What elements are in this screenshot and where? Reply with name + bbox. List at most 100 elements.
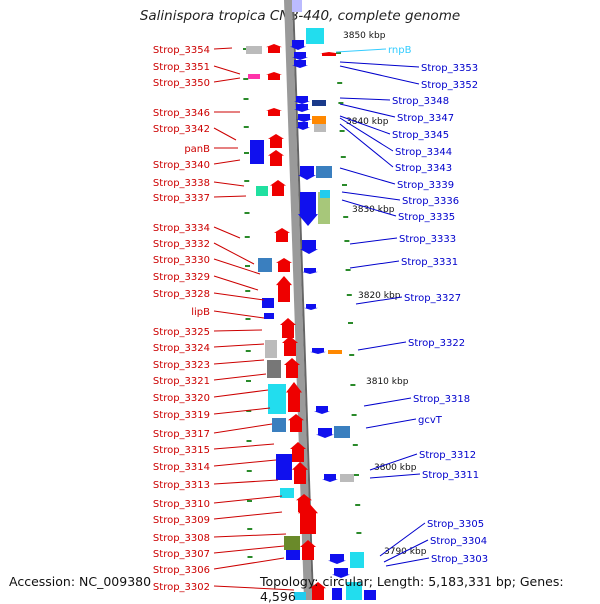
gene-arrow-reverse[interactable]	[290, 40, 306, 50]
gene-arrow-forward[interactable]	[310, 582, 326, 600]
gene-label-right[interactable]: Strop_3312	[419, 450, 476, 461]
gene-arrow-reverse[interactable]	[332, 568, 350, 578]
gene-box[interactable]	[340, 474, 354, 482]
gene-label-left[interactable]: Strop_3342	[153, 124, 210, 135]
gene-label-left[interactable]: Strop_3350	[153, 78, 210, 89]
gene-label-left[interactable]: Strop_3329	[153, 272, 210, 283]
gene-label-left[interactable]: Strop_3323	[153, 360, 210, 371]
gene-label-left[interactable]: Strop_3306	[153, 565, 210, 576]
gene-arrow-forward[interactable]	[290, 442, 306, 462]
gene-box[interactable]	[332, 588, 342, 600]
gene-arrow-forward[interactable]	[298, 502, 318, 534]
gene-label-left[interactable]: Strop_3321	[153, 376, 210, 387]
gene-label-left[interactable]: Strop_3337	[153, 193, 210, 204]
gene-label-left[interactable]: Strop_3310	[153, 499, 210, 510]
gene-label-right[interactable]: Strop_3353	[421, 63, 478, 74]
gene-label-right[interactable]: Strop_3343	[395, 163, 452, 174]
gene-box[interactable]	[272, 418, 286, 432]
gene-label-left[interactable]: Strop_3317	[153, 429, 210, 440]
gene-arrow-reverse[interactable]	[298, 166, 316, 180]
gene-label-right[interactable]: Strop_3347	[397, 113, 454, 124]
gene-arrow-reverse[interactable]	[316, 428, 334, 438]
gene-box[interactable]	[280, 488, 294, 498]
gene-arrow-reverse[interactable]	[296, 122, 310, 130]
gene-arrow-forward[interactable]	[268, 150, 284, 166]
gene-label-left[interactable]: Strop_3330	[153, 255, 210, 266]
gene-box[interactable]	[292, 0, 302, 12]
gene-label-left[interactable]: lipB	[191, 307, 210, 318]
gene-box[interactable]	[320, 190, 330, 198]
gene-label-left[interactable]: Strop_3308	[153, 533, 210, 544]
gene-arrow-forward[interactable]	[286, 382, 302, 412]
gene-label-left[interactable]: Strop_3315	[153, 445, 210, 456]
gene-arrow-forward[interactable]	[266, 44, 282, 53]
gene-label-right[interactable]: Strop_3318	[413, 394, 470, 405]
gene-arrow-reverse[interactable]	[294, 104, 310, 112]
gene-arrow-reverse[interactable]	[314, 406, 330, 414]
gene-arrow-reverse[interactable]	[302, 268, 318, 274]
gene-arrow-forward[interactable]	[288, 414, 304, 432]
gene-label-left[interactable]: Strop_3314	[153, 462, 210, 473]
gene-label-left[interactable]: Strop_3351	[153, 62, 210, 73]
gene-label-left[interactable]: Strop_3346	[153, 108, 210, 119]
gene-arrow-forward[interactable]	[284, 358, 300, 378]
gene-label-right[interactable]: Strop_3348	[392, 96, 449, 107]
gene-arrow-reverse[interactable]	[322, 474, 338, 482]
gene-box[interactable]	[328, 350, 342, 354]
gene-arrow-reverse[interactable]	[300, 240, 318, 254]
gene-arrow-reverse[interactable]	[294, 96, 310, 104]
gene-label-left[interactable]: Strop_3302	[153, 582, 210, 593]
gene-box[interactable]	[268, 384, 286, 414]
gene-label-right[interactable]: Strop_3335	[398, 212, 455, 223]
gene-label-left[interactable]: Strop_3313	[153, 480, 210, 491]
gene-arrow-forward[interactable]	[266, 72, 282, 80]
gene-label-left[interactable]: Strop_3309	[153, 515, 210, 526]
gene-label-left[interactable]: Strop_3307	[153, 549, 210, 560]
gene-box[interactable]	[316, 166, 332, 178]
gene-arrow-reverse[interactable]	[298, 192, 318, 226]
gene-label-right[interactable]: Strop_3333	[399, 234, 456, 245]
gene-box[interactable]	[246, 46, 262, 54]
gene-arrow-reverse[interactable]	[304, 304, 318, 310]
gene-box[interactable]	[262, 298, 274, 308]
gene-arrow-forward[interactable]	[300, 540, 316, 560]
gene-box[interactable]	[258, 258, 272, 272]
gene-box[interactable]	[284, 536, 300, 550]
gene-arrow-forward[interactable]	[280, 318, 296, 338]
gene-box[interactable]	[334, 426, 350, 438]
gene-box[interactable]	[364, 590, 376, 600]
gene-label-left[interactable]: Strop_3328	[153, 289, 210, 300]
gene-label-left[interactable]: Strop_3332	[153, 239, 210, 250]
gene-box[interactable]	[276, 454, 292, 480]
gene-label-right[interactable]: Strop_3352	[421, 80, 478, 91]
gene-label-left[interactable]: Strop_3334	[153, 223, 210, 234]
gene-box[interactable]	[286, 550, 300, 560]
gene-label-right[interactable]: Strop_3345	[392, 130, 449, 141]
gene-arrow-reverse[interactable]	[310, 348, 326, 354]
gene-box[interactable]	[265, 340, 277, 358]
gene-label-left[interactable]: Strop_3324	[153, 343, 210, 354]
gene-arrow-reverse[interactable]	[292, 52, 308, 60]
gene-box[interactable]	[294, 592, 306, 600]
gene-arrow-forward[interactable]	[276, 258, 292, 272]
gene-label-right[interactable]: gcvT	[418, 415, 443, 426]
gene-label-left[interactable]: panB	[184, 144, 210, 155]
gene-label-left[interactable]: Strop_3319	[153, 410, 210, 421]
gene-box[interactable]	[346, 582, 362, 600]
gene-label-right[interactable]: Strop_3305	[427, 519, 484, 530]
gene-label-left[interactable]: Strop_3325	[153, 327, 210, 338]
gene-box[interactable]	[248, 74, 260, 79]
gene-box[interactable]	[312, 100, 326, 106]
gene-label-right[interactable]: Strop_3339	[397, 180, 454, 191]
gene-label-right[interactable]: Strop_3327	[404, 293, 461, 304]
gene-arrow-reverse[interactable]	[328, 554, 346, 564]
gene-label-right[interactable]: rnpB	[388, 45, 412, 56]
gene-arrow-reverse[interactable]	[296, 114, 312, 122]
gene-box[interactable]	[267, 360, 281, 378]
gene-label-right[interactable]: Strop_3336	[402, 196, 459, 207]
gene-label-right[interactable]: Strop_3304	[430, 536, 487, 547]
gene-arrow-forward[interactable]	[292, 462, 308, 484]
gene-label-right[interactable]: Strop_3303	[431, 554, 488, 565]
gene-label-right[interactable]: Strop_3344	[395, 147, 452, 158]
gene-box[interactable]	[318, 192, 330, 224]
